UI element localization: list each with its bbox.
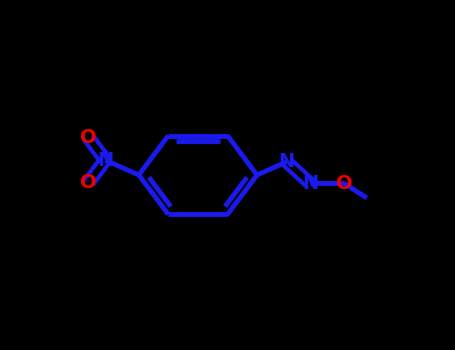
- Text: O: O: [80, 173, 96, 193]
- Text: N: N: [97, 150, 113, 170]
- Text: O: O: [80, 128, 96, 147]
- Text: N: N: [278, 152, 295, 172]
- Text: O: O: [336, 174, 353, 193]
- Text: N: N: [302, 174, 318, 193]
